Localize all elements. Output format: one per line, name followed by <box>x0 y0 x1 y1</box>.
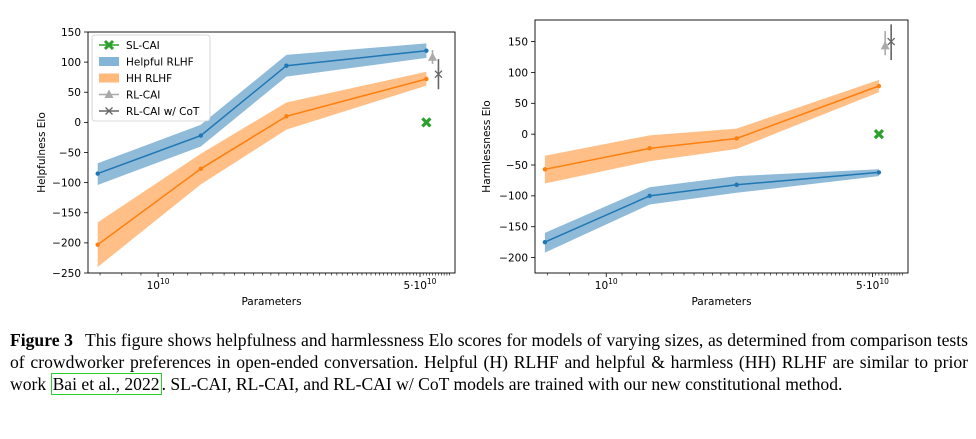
point-sl-cai-mark <box>873 129 885 140</box>
point-sl-cai <box>421 117 432 128</box>
point-rl-cai-cot <box>434 70 443 79</box>
citation-link[interactable]: Bai et al., 2022 <box>50 373 162 395</box>
y-tick-label: −100 <box>52 177 81 189</box>
legend-label: RL-CAI w/ CoT <box>126 106 200 118</box>
caption-label: Figure 3 <box>10 330 73 350</box>
y-tick-label: −150 <box>52 208 81 220</box>
point-rl-cai <box>428 52 438 61</box>
legend-swatch <box>99 73 119 83</box>
legend-swatch <box>99 57 119 66</box>
band-hh-rlhf <box>544 79 879 184</box>
y-tick-label: 150 <box>61 27 81 39</box>
legend: SL-CAI Helpful RLHF HH RLHF RL-CAI RL-CAI w/… <box>91 34 211 122</box>
point-helpful-rlhf <box>284 63 289 68</box>
point-hh-rlhf <box>198 166 203 171</box>
line-hh-rlhf <box>97 78 427 246</box>
y-tick-label: 0 <box>521 129 528 141</box>
y-tick-label: −150 <box>499 222 528 234</box>
y-tick-label: 0 <box>74 117 81 129</box>
point-helpful-rlhf <box>876 170 882 175</box>
point-helpful-rlhf <box>734 182 739 187</box>
point-helpful-rlhf <box>424 48 429 53</box>
x-axis-label: Parameters <box>241 296 301 308</box>
legend-item-helpful-rlhf: Helpful RLHF <box>99 56 194 68</box>
x-tick-label: 5·1010 <box>856 277 889 292</box>
plot-frame <box>534 19 909 274</box>
figure-charts: −250 −200 −150 −100 −50 0 50 100 150 Parameters He… <box>36 19 909 308</box>
y-tick-label: −50 <box>506 160 528 172</box>
caption-text-1: This figure shows helpfulness and harmle… <box>10 330 968 394</box>
y-tick-label: 100 <box>508 67 528 79</box>
x-tick-label: 1010 <box>147 277 170 292</box>
legend-item-rl-cai: RL-CAI <box>99 89 160 101</box>
point-hh-rlhf <box>542 167 548 172</box>
y-tick-label: 50 <box>68 87 81 99</box>
x-tick-label: 5·1010 <box>404 277 437 292</box>
y-tick-label: −200 <box>499 252 528 264</box>
legend-box <box>91 34 211 122</box>
band-hh-rlhf <box>97 71 427 267</box>
point-hh-rlhf <box>647 146 652 151</box>
y-tick-label: −50 <box>59 147 81 159</box>
legend-item-rl-cai-w-cot: RL-CAI w/ CoT <box>99 106 200 118</box>
point-sl-cai-mark <box>421 117 432 128</box>
line-helpful-rlhf <box>97 49 427 175</box>
legend-marker <box>104 89 114 98</box>
band-helpful-rlhf <box>97 43 427 186</box>
chart-panel-2: −200 −150 −100 −50 0 50 100 150 Parameters Harmle… <box>481 19 909 308</box>
legend-item-hh-rlhf: HH RLHF <box>99 73 172 85</box>
point-hh-rlhf <box>95 242 100 247</box>
legend-label: RL-CAI <box>126 89 160 101</box>
x-axis-label: Parameters <box>691 296 751 308</box>
point-hh-rlhf <box>734 136 739 141</box>
legend-marker <box>105 107 113 115</box>
legend-label: Helpful RLHF <box>126 56 194 68</box>
legend-label: HH RLHF <box>126 73 172 85</box>
caption-text-2: . SL-CAI, RL-CAI, and RL-CAI w/ CoT mode… <box>161 374 843 394</box>
point-helpful-rlhf <box>198 133 203 138</box>
point-sl-cai <box>873 129 885 140</box>
point-helpful-rlhf <box>95 171 100 176</box>
y-tick-label: 50 <box>515 98 528 110</box>
point-helpful-rlhf <box>647 193 652 199</box>
point-hh-rlhf <box>876 83 882 89</box>
chart-panel-1: −250 −200 −150 −100 −50 0 50 100 150 Parameters He… <box>36 27 456 308</box>
y-tick-label: 100 <box>61 57 81 69</box>
y-axis-label: Harmlessness Elo <box>481 100 493 192</box>
point-hh-rlhf <box>284 114 289 119</box>
point-helpful-rlhf <box>542 239 548 245</box>
line-hh-rlhf <box>544 85 880 171</box>
x-tick-label: 1010 <box>595 277 618 292</box>
figure-caption: Figure 3 This figure shows helpfulness an… <box>10 329 968 395</box>
point-rl-cai-cot <box>887 37 896 46</box>
band-helpful-rlhf <box>544 169 879 253</box>
point-rl-cai <box>880 40 890 50</box>
legend-label: SL-CAI <box>126 40 160 52</box>
line-helpful-rlhf <box>544 171 879 243</box>
y-tick-label: 150 <box>508 36 528 48</box>
y-tick-label: −250 <box>52 268 81 280</box>
point-hh-rlhf <box>424 76 429 82</box>
legend-marker <box>103 39 115 51</box>
y-tick-label: −100 <box>499 191 528 203</box>
y-axis-label: Helpfulness Elo <box>36 112 48 193</box>
y-tick-label: −200 <box>52 238 81 250</box>
legend-item-sl-cai: SL-CAI <box>99 40 160 52</box>
